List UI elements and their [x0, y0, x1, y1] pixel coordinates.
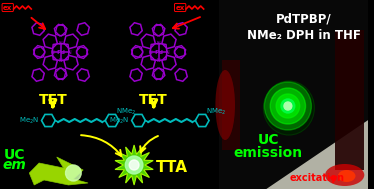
- Ellipse shape: [215, 70, 235, 140]
- Text: emission: emission: [234, 146, 303, 160]
- Polygon shape: [266, 120, 368, 189]
- FancyBboxPatch shape: [335, 30, 364, 170]
- Text: NMe$_2$: NMe$_2$: [206, 106, 226, 117]
- Circle shape: [129, 160, 139, 170]
- Text: N: N: [165, 50, 169, 54]
- Text: PdTPBP/
NMe₂ DPH in THF: PdTPBP/ NMe₂ DPH in THF: [246, 12, 361, 42]
- Circle shape: [270, 88, 306, 124]
- Text: NMe$_2$: NMe$_2$: [116, 106, 136, 117]
- Circle shape: [125, 156, 143, 174]
- Circle shape: [65, 165, 81, 181]
- Text: em: em: [3, 158, 27, 172]
- Polygon shape: [29, 157, 88, 185]
- Ellipse shape: [263, 81, 314, 135]
- Text: N: N: [157, 58, 160, 63]
- Text: Me$_2$N: Me$_2$N: [19, 115, 40, 126]
- Ellipse shape: [325, 164, 364, 186]
- Text: TET: TET: [140, 93, 168, 107]
- Text: UC: UC: [4, 148, 25, 162]
- Text: ex: ex: [175, 5, 185, 11]
- Text: TET: TET: [39, 93, 67, 107]
- Text: N: N: [59, 58, 62, 63]
- Text: UC: UC: [258, 133, 279, 147]
- Text: Pd: Pd: [154, 50, 163, 54]
- Text: N: N: [148, 50, 152, 54]
- Text: excitation: excitation: [290, 173, 345, 183]
- Text: Me$_2$N: Me$_2$N: [110, 115, 130, 126]
- Text: TTA: TTA: [156, 160, 188, 176]
- Text: N: N: [59, 41, 62, 46]
- Text: N: N: [67, 50, 71, 54]
- Polygon shape: [115, 145, 153, 185]
- Circle shape: [281, 99, 295, 113]
- Text: N: N: [157, 41, 160, 46]
- Circle shape: [276, 94, 300, 118]
- FancyBboxPatch shape: [222, 60, 240, 150]
- Circle shape: [264, 82, 312, 130]
- Text: N: N: [50, 50, 54, 54]
- Ellipse shape: [338, 170, 355, 182]
- Text: ex: ex: [3, 5, 12, 11]
- Circle shape: [284, 102, 292, 110]
- Text: Pd: Pd: [56, 50, 65, 54]
- FancyBboxPatch shape: [219, 0, 368, 189]
